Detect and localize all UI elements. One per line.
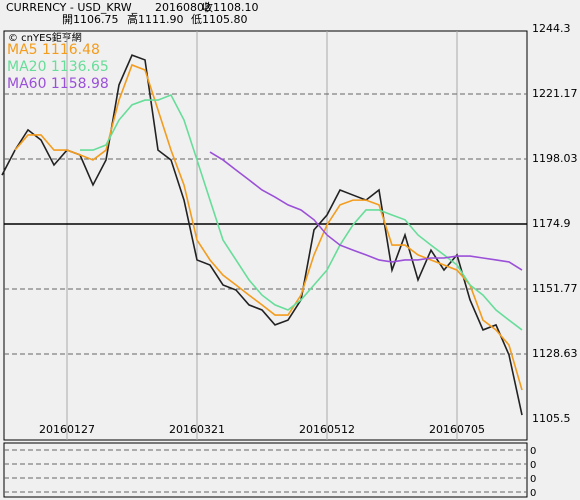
y-tick-label: 1221.17 bbox=[532, 87, 578, 100]
y-tick-label: 1198.03 bbox=[532, 152, 578, 165]
plot-frame bbox=[3, 30, 528, 441]
header-open: 開1106.75 bbox=[62, 13, 119, 26]
header-low: 低1105.80 bbox=[191, 13, 248, 26]
header-title: CURRENCY - USD_KRW_ bbox=[6, 1, 138, 14]
x-tick-label: 20160705 bbox=[429, 423, 485, 436]
series-line bbox=[209, 151, 523, 271]
volume-frame bbox=[3, 442, 528, 498]
y-tick-label: 1105.5 bbox=[532, 412, 571, 425]
volume-tick-label: 0 bbox=[530, 460, 536, 471]
header-close: 收1108.10 bbox=[202, 0, 259, 14]
y-tick-label: 1244.3 bbox=[532, 22, 571, 35]
volume-tick-label: 0 bbox=[530, 488, 536, 499]
y-tick-label: 1151.77 bbox=[532, 282, 578, 295]
legend-entry: MA20 1136.65 bbox=[7, 59, 109, 75]
series-line bbox=[1, 54, 523, 416]
series-line bbox=[14, 63, 523, 391]
header-date: 20160802 bbox=[155, 1, 211, 14]
x-tick-label: 20160321 bbox=[169, 423, 225, 436]
series-line bbox=[80, 94, 523, 331]
legend-entry: MA5 1116.48 bbox=[7, 42, 100, 58]
x-tick-label: 20160127 bbox=[39, 423, 95, 436]
legend-entry: MA60 1158.98 bbox=[7, 76, 109, 92]
header-high: 高1111.90 bbox=[127, 12, 184, 26]
y-tick-label: 1174.9 bbox=[532, 217, 571, 230]
volume-tick-label: 0 bbox=[530, 446, 536, 457]
x-tick-label: 20160512 bbox=[299, 423, 355, 436]
brand: © cnYES鉅亨網 bbox=[8, 31, 82, 44]
volume-tick-label: 0 bbox=[530, 474, 536, 485]
y-tick-label: 1128.63 bbox=[532, 347, 578, 360]
